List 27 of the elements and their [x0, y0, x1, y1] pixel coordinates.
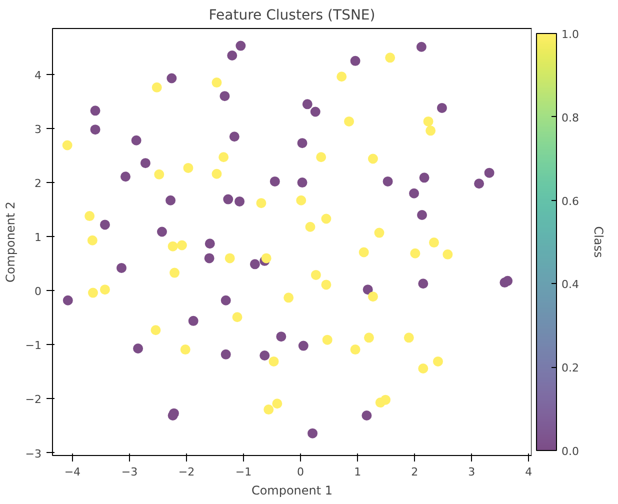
color-bar-label: 0.6	[562, 194, 579, 208]
x-tick-label: −3	[121, 466, 138, 478]
x-tick-label: −1	[235, 466, 252, 478]
color-bar-label: 0.0	[562, 445, 579, 458]
y-tick-label: 1	[34, 231, 42, 244]
y-tick-label: 0	[34, 285, 42, 298]
y-tick-label: 2	[34, 177, 42, 190]
chart-title: Feature Clusters (TSNE)	[208, 8, 376, 24]
x-tick-label: 2	[411, 466, 418, 478]
x-tick-label: −4	[64, 466, 81, 478]
y-axis-title: Component 2	[3, 201, 18, 283]
x-axis-title: Component 1	[251, 484, 333, 498]
x-tick-label: 0	[297, 466, 304, 478]
color-bar-title: Class	[592, 226, 606, 258]
x-tick-label: 1	[354, 466, 362, 478]
y-tick-label: −3	[25, 447, 42, 460]
x-tick-label: 3	[468, 466, 476, 478]
y-tick-label: −1	[25, 339, 42, 352]
color-bar-label: 1.0	[562, 28, 579, 41]
y-tick-label: 4	[34, 68, 42, 82]
y-tick-label: 3	[34, 122, 42, 136]
x-tick-label: 4	[525, 466, 532, 478]
x-tick-label: −2	[178, 466, 195, 478]
color-bar-label: 0.2	[562, 362, 579, 375]
color-bar-label: 0.4	[562, 278, 579, 292]
color-bar-label: 0.8	[562, 111, 579, 124]
y-tick-label: −2	[25, 393, 42, 406]
